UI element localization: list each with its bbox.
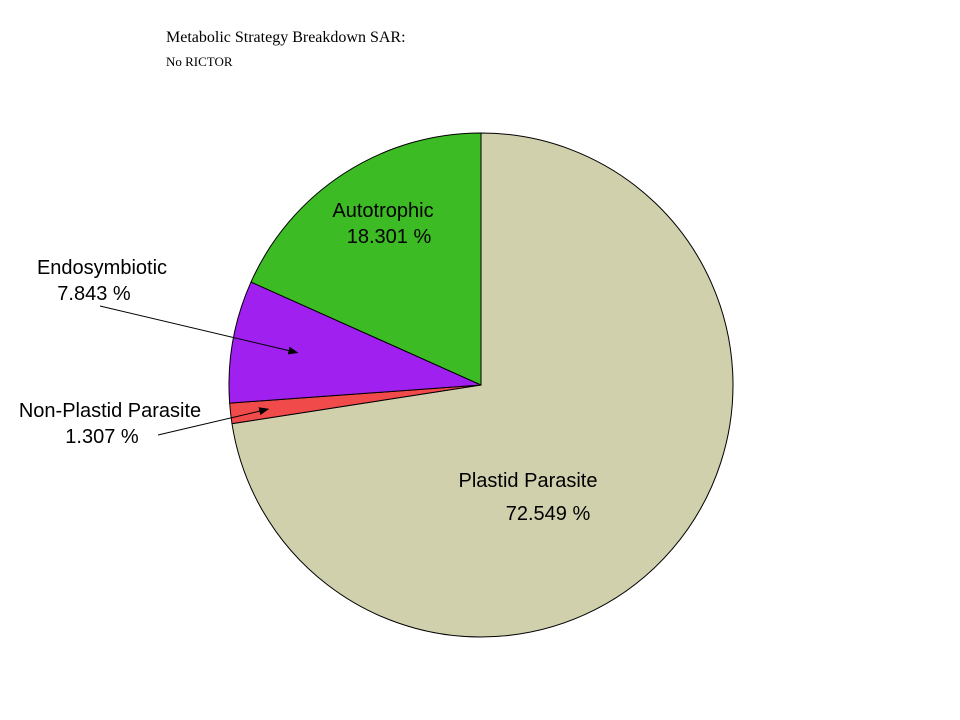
slice-value-non-plastid-parasite: 1.307 % xyxy=(65,426,139,448)
slice-value-autotrophic: 18.301 % xyxy=(347,226,432,248)
slice-value-plastid-parasite: 72.549 % xyxy=(506,503,591,525)
chart-title: Metabolic Strategy Breakdown SAR: xyxy=(166,29,406,46)
slice-label-plastid-parasite: Plastid Parasite xyxy=(459,470,598,492)
pie-slice-endosymbiotic xyxy=(228,281,482,404)
callout-arrow-endosymbiotic xyxy=(99,305,299,355)
pie-slice-autotrophic xyxy=(250,132,482,386)
slice-label-autotrophic: Autotrophic xyxy=(332,200,433,222)
pie-slice-plastid-parasite xyxy=(231,132,734,638)
pie-slices xyxy=(228,132,734,638)
chart-subtitle: No RICTOR xyxy=(166,54,233,69)
slice-label-non-plastid-parasite: Non-Plastid Parasite xyxy=(19,400,201,422)
callout-arrow-non-plastid-parasite xyxy=(157,407,270,436)
pie-callouts xyxy=(99,305,299,436)
pie-labels: Plastid Parasite 72.549 % Non-Plastid Para… xyxy=(19,200,598,525)
slice-value-endosymbiotic: 7.843 % xyxy=(57,283,131,305)
slice-label-endosymbiotic: Endosymbiotic xyxy=(37,257,167,279)
